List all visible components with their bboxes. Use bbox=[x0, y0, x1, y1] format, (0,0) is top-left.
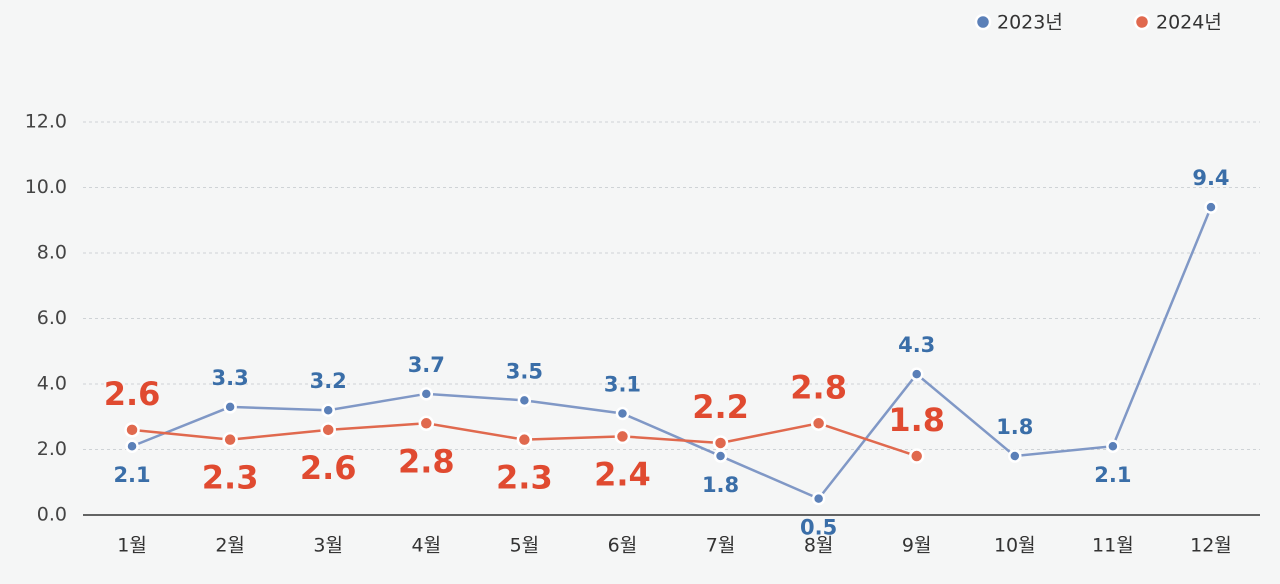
point bbox=[811, 491, 826, 506]
x-tick-label: 12월 bbox=[1190, 535, 1232, 557]
data-label: 2.1 bbox=[113, 463, 150, 487]
data-label: 2.3 bbox=[496, 459, 553, 497]
x-tick-label: 1월 bbox=[117, 535, 147, 557]
y-tick-label: 12.0 bbox=[25, 111, 67, 133]
point bbox=[713, 449, 728, 463]
data-label: 3.3 bbox=[212, 366, 249, 390]
data-label: 1.8 bbox=[888, 401, 945, 439]
legend-marker bbox=[974, 13, 992, 31]
point bbox=[419, 387, 434, 401]
data-label: 2.1 bbox=[1094, 463, 1131, 487]
point bbox=[614, 428, 631, 445]
point bbox=[222, 431, 238, 448]
y-tick-label: 2.0 bbox=[37, 438, 67, 460]
x-tick-label: 11월 bbox=[1092, 535, 1134, 557]
point bbox=[810, 415, 827, 432]
point bbox=[615, 406, 630, 421]
legend-label: 2024년 bbox=[1156, 12, 1222, 34]
data-label: 2.8 bbox=[790, 368, 847, 406]
point bbox=[1204, 200, 1218, 214]
data-label: 2.6 bbox=[104, 375, 161, 413]
data-label: 2.4 bbox=[594, 455, 651, 493]
data-label: 2.8 bbox=[398, 442, 455, 480]
x-tick-label: 4월 bbox=[412, 535, 442, 557]
point bbox=[908, 448, 925, 464]
point bbox=[1008, 449, 1022, 463]
point bbox=[223, 400, 237, 414]
data-label: 3.5 bbox=[506, 359, 543, 383]
y-tick-label: 8.0 bbox=[37, 242, 67, 264]
data-label: 1.8 bbox=[702, 473, 739, 497]
x-tick-label: 6월 bbox=[608, 535, 638, 557]
data-label: 1.8 bbox=[996, 415, 1033, 439]
x-tick-label: 8월 bbox=[804, 535, 834, 557]
x-tick-label: 2월 bbox=[215, 535, 245, 557]
x-tick-label: 7월 bbox=[706, 535, 736, 557]
data-label: 9.4 bbox=[1192, 166, 1229, 190]
x-tick-label: 10월 bbox=[994, 535, 1036, 557]
point bbox=[320, 422, 336, 438]
x-tick-label: 5월 bbox=[510, 535, 540, 557]
series-line bbox=[131, 206, 1213, 501]
point bbox=[321, 403, 335, 417]
data-label: 0.5 bbox=[800, 516, 837, 540]
point bbox=[124, 422, 140, 438]
point bbox=[125, 439, 139, 453]
data-label: 2.6 bbox=[300, 449, 357, 487]
point bbox=[517, 393, 532, 408]
point bbox=[909, 367, 924, 381]
data-label: 4.3 bbox=[898, 333, 935, 357]
y-tick-label: 6.0 bbox=[37, 307, 67, 329]
data-label: 3.7 bbox=[408, 353, 445, 377]
point bbox=[1106, 439, 1120, 453]
point bbox=[712, 435, 729, 451]
x-tick-label: 9월 bbox=[902, 535, 932, 557]
legend-marker bbox=[1133, 13, 1151, 31]
data-label: 2.3 bbox=[202, 459, 259, 497]
x-tick-label: 3월 bbox=[313, 535, 343, 557]
point bbox=[418, 415, 435, 432]
y-tick-label: 10.0 bbox=[25, 176, 67, 198]
legend-label: 2023년 bbox=[997, 12, 1063, 34]
data-label: 2.2 bbox=[692, 388, 749, 426]
data-label: 3.1 bbox=[604, 372, 641, 396]
y-tick-label: 0.0 bbox=[37, 504, 67, 526]
point bbox=[516, 431, 533, 448]
data-label: 3.2 bbox=[310, 369, 347, 393]
y-tick-label: 4.0 bbox=[37, 373, 67, 395]
